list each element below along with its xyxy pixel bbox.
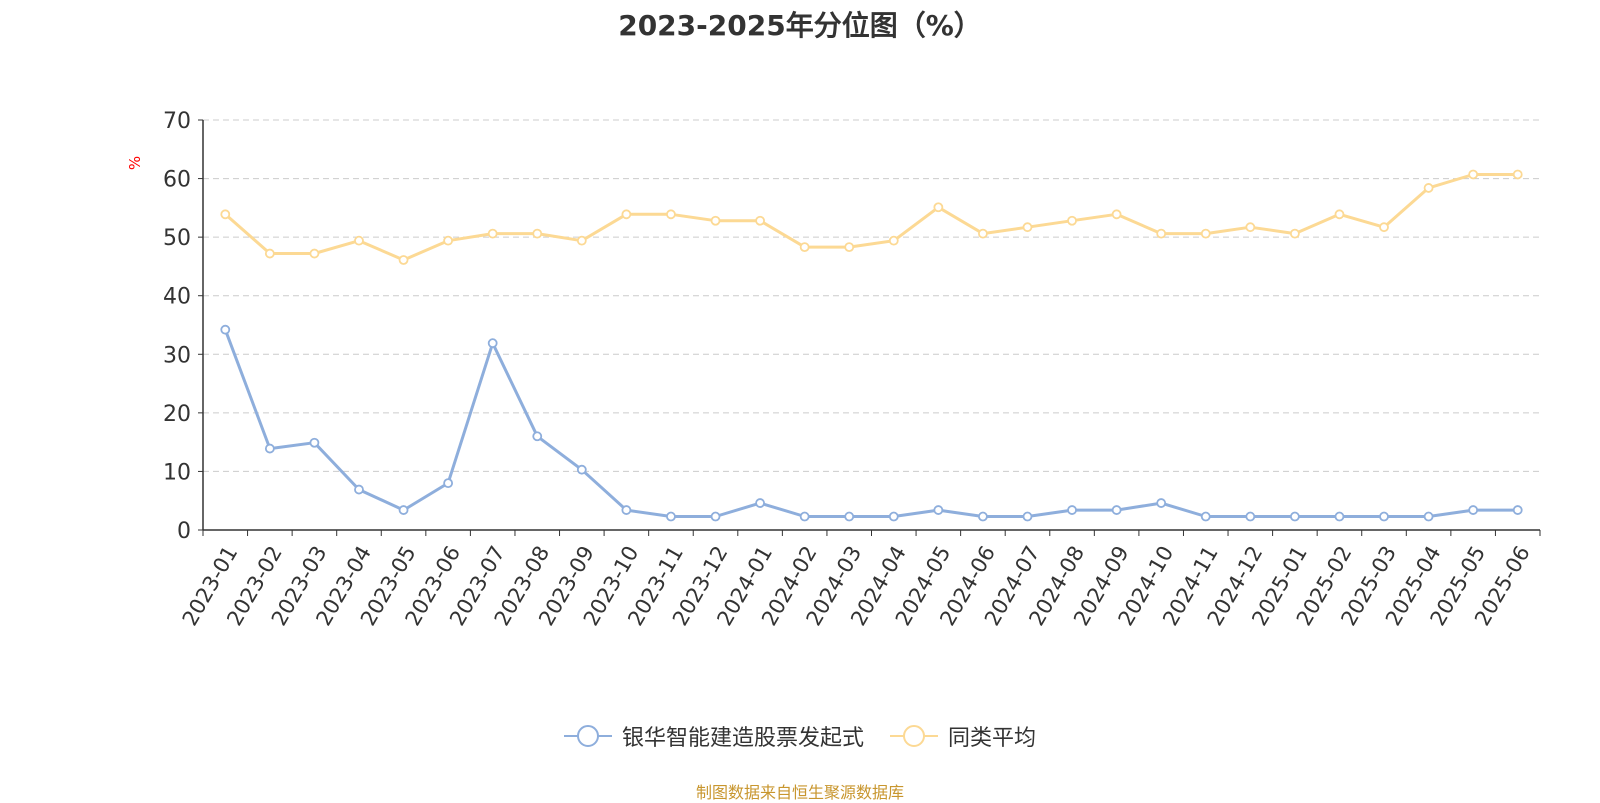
legend-label: 同类平均 xyxy=(948,726,1037,751)
data-point xyxy=(1200,511,1211,522)
data-point xyxy=(710,215,721,226)
legend-item-1[interactable]: 银华智能建造股票发起式 xyxy=(563,720,864,752)
data-point xyxy=(443,235,454,246)
data-point xyxy=(1156,228,1167,239)
data-point xyxy=(978,228,988,239)
data-point xyxy=(1512,169,1523,180)
data-point xyxy=(576,464,587,475)
data-point xyxy=(933,202,944,213)
y-tick-label: 50 xyxy=(163,226,191,251)
data-point xyxy=(888,235,899,246)
data-point xyxy=(666,209,676,220)
data-point xyxy=(844,242,855,253)
data-point xyxy=(799,242,810,253)
y-tick-label: 70 xyxy=(163,109,191,134)
y-tick-label: 30 xyxy=(163,343,191,368)
data-point xyxy=(576,235,587,246)
data-point xyxy=(1379,222,1389,233)
data-point xyxy=(443,478,454,489)
data-point xyxy=(1156,498,1167,508)
data-point xyxy=(1111,209,1122,220)
data-point xyxy=(220,209,231,220)
data-point xyxy=(1067,215,1077,226)
data-point xyxy=(755,498,765,508)
source-note: 制图数据来自恒生聚源数据库 xyxy=(695,783,904,802)
data-point xyxy=(1423,183,1434,193)
y-tick-label: 40 xyxy=(163,285,191,310)
series-line-2 xyxy=(224,173,1518,262)
chart-title: 2023-2025年分位图（%） xyxy=(618,9,982,42)
data-point xyxy=(264,443,275,454)
data-point xyxy=(1022,222,1033,233)
data-point xyxy=(1289,511,1300,522)
data-point xyxy=(1468,169,1479,180)
axes: 0102030405060702023-012023-022023-032023… xyxy=(163,109,1541,630)
data-point xyxy=(1423,511,1434,522)
data-point xyxy=(220,324,231,335)
data-point xyxy=(844,511,855,522)
data-point xyxy=(1334,511,1345,522)
series-lines xyxy=(220,169,1523,522)
data-point xyxy=(1468,505,1479,515)
y-tick-label: 60 xyxy=(163,168,191,193)
data-point xyxy=(532,228,543,239)
data-point xyxy=(621,209,632,220)
data-point xyxy=(264,248,275,259)
legend-circle xyxy=(576,725,599,747)
data-point xyxy=(888,511,899,522)
data-point xyxy=(354,235,364,246)
legend: 银华智能建造股票发起式 同类平均 xyxy=(0,720,1600,752)
data-point xyxy=(487,228,498,239)
data-point xyxy=(666,511,676,522)
legend-label: 银华智能建造股票发起式 xyxy=(621,726,864,751)
data-point xyxy=(309,437,320,448)
data-point xyxy=(354,484,364,495)
data-point xyxy=(1289,228,1300,239)
data-point xyxy=(398,505,409,515)
data-point xyxy=(799,511,810,522)
series-line-1 xyxy=(223,329,1518,518)
y-tick-label: 20 xyxy=(163,402,191,427)
data-point xyxy=(1200,228,1211,239)
data-point xyxy=(621,505,632,515)
legend-circle xyxy=(903,725,925,747)
data-point xyxy=(487,338,498,349)
data-point xyxy=(755,215,765,226)
data-point xyxy=(978,511,988,522)
data-point xyxy=(1022,511,1033,522)
data-point xyxy=(1512,505,1523,515)
data-point xyxy=(532,431,543,442)
legend-line-marker-icon xyxy=(563,725,612,747)
data-point xyxy=(1111,505,1122,515)
legend-line-marker-icon xyxy=(890,725,938,747)
data-point xyxy=(1067,505,1077,515)
data-point xyxy=(1245,222,1256,233)
data-point xyxy=(1245,511,1256,522)
data-point xyxy=(1379,511,1389,522)
data-point xyxy=(309,248,320,259)
grid-lines xyxy=(203,119,1540,472)
data-point xyxy=(398,255,409,265)
legend-item-2[interactable]: 同类平均 xyxy=(890,720,1036,752)
y-tick-label: 10 xyxy=(163,460,191,485)
data-point xyxy=(710,511,721,522)
data-point xyxy=(933,505,944,515)
y-tick-label: 0 xyxy=(177,519,191,544)
data-point xyxy=(1334,209,1345,220)
y-axis-unit-label: % xyxy=(126,156,144,170)
